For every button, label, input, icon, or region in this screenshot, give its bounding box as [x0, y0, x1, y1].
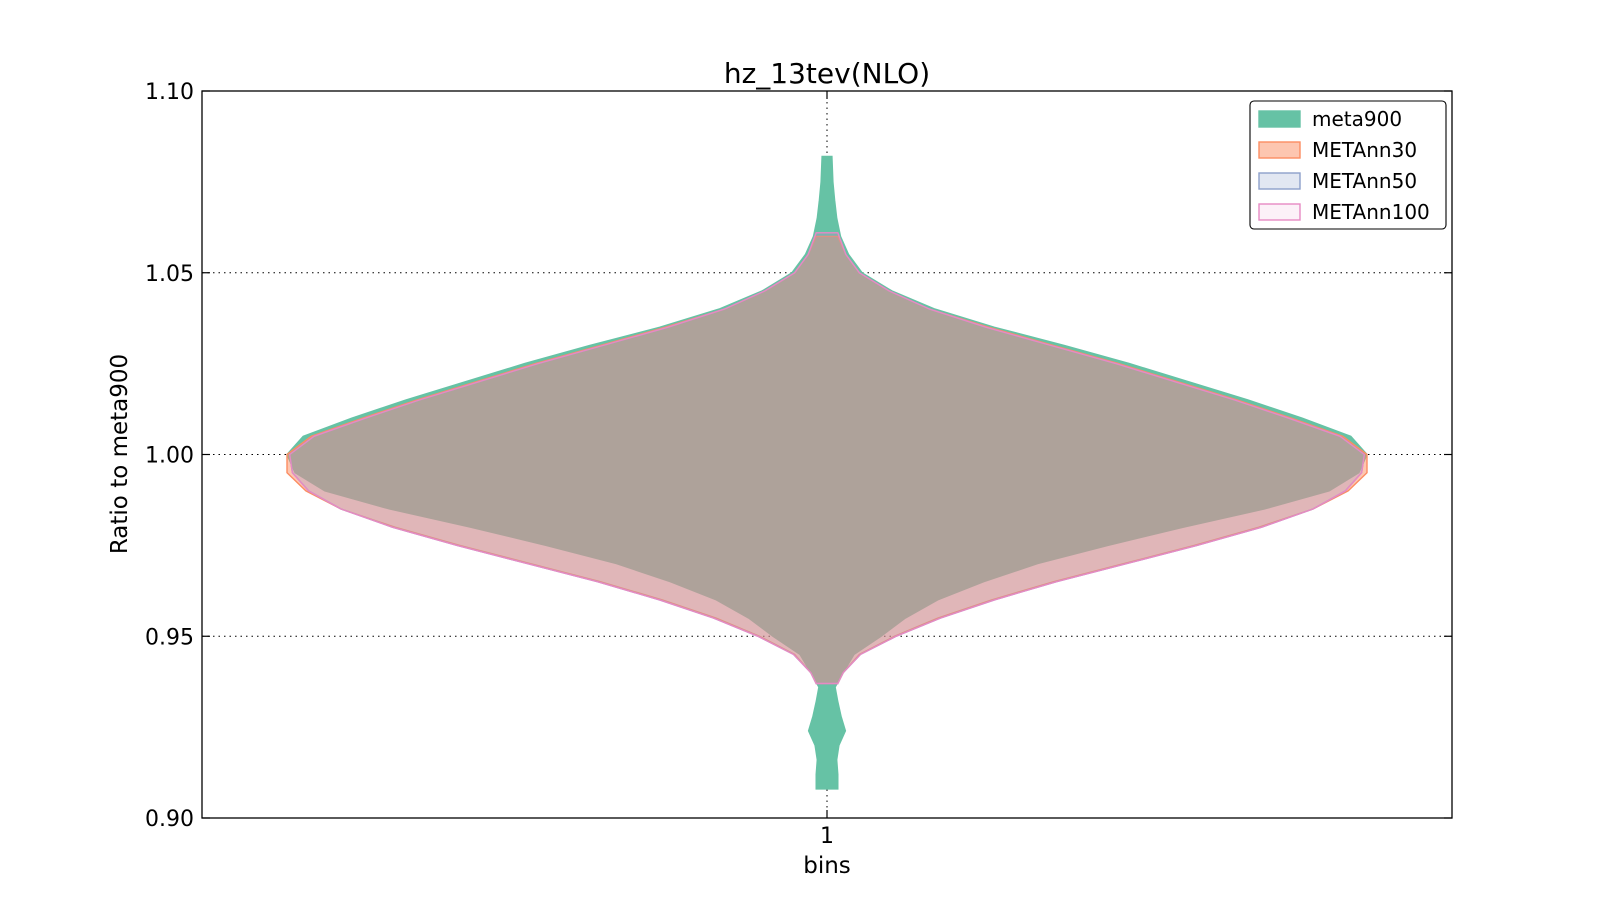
y-tick-label: 1.10	[145, 80, 194, 105]
y-tick-label: 1.05	[145, 262, 194, 287]
legend: meta900 METAnn30 METAnn50 METAnn100	[1249, 100, 1447, 230]
legend-swatch-metann50	[1258, 172, 1301, 190]
y-tick-label: 0.90	[145, 807, 194, 832]
legend-label-meta900: meta900	[1312, 107, 1402, 131]
legend-label-metann30: METAnn30	[1312, 138, 1417, 162]
legend-swatch-metann30	[1258, 141, 1301, 159]
legend-label-metann100: METAnn100	[1312, 200, 1430, 224]
violins	[286, 155, 1368, 790]
violin-metann100	[288, 232, 1366, 685]
legend-box	[1249, 100, 1447, 230]
legend-label-metann50: METAnn50	[1312, 169, 1417, 193]
y-tick-label: 0.95	[145, 625, 194, 650]
y-tick-label: 1.00	[145, 444, 194, 469]
x-tick-label: 1	[820, 824, 834, 849]
legend-swatch-meta900	[1258, 110, 1301, 128]
x-axis-label: bins	[803, 853, 851, 879]
chart-title: hz_13tev(NLO)	[724, 57, 930, 90]
legend-swatch-metann100	[1258, 203, 1301, 221]
axis-ticks: 0.90 0.95 1.00 1.05 1.10 1	[145, 80, 1452, 849]
y-axis-label: Ratio to meta900	[107, 354, 133, 554]
